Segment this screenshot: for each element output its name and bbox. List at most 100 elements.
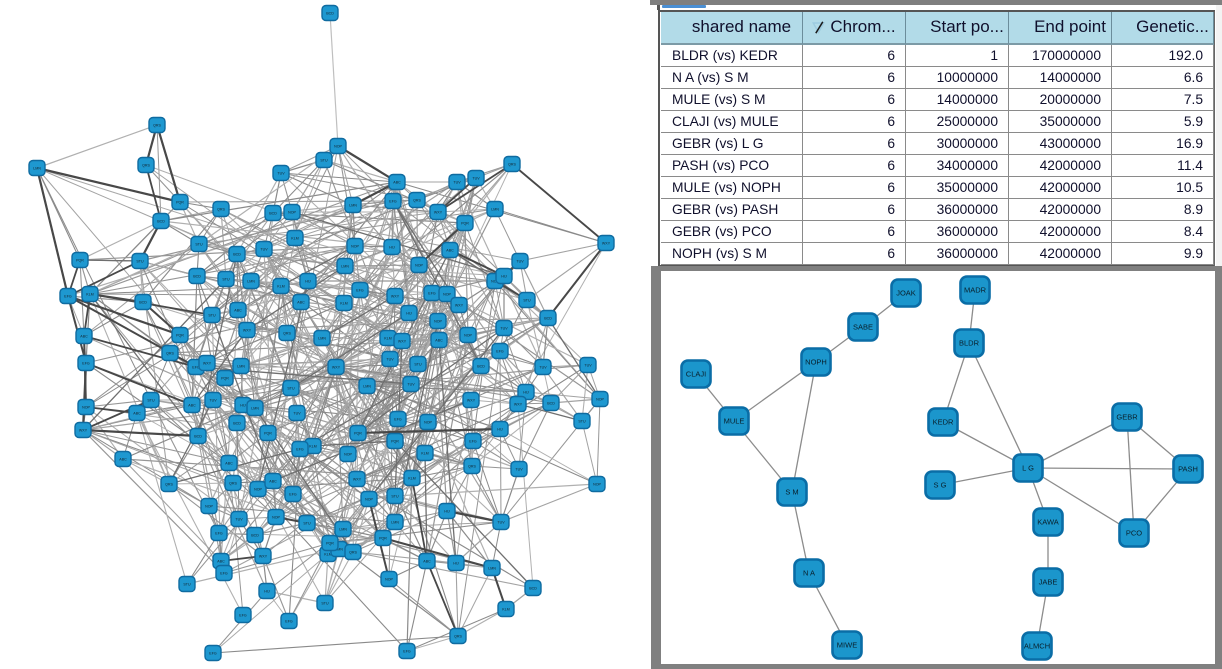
svg-text:NOP: NOP	[491, 279, 499, 283]
svg-text:TUV: TUV	[235, 517, 243, 521]
svg-text:HIJ: HIJ	[264, 589, 270, 593]
svg-text:TUV: TUV	[209, 398, 217, 402]
svg-text:NOP: NOP	[385, 577, 393, 581]
svg-text:KLM: KLM	[324, 552, 331, 556]
svg-text:TUV: TUV	[260, 247, 268, 251]
svg-text:LMN: LMN	[341, 264, 349, 268]
svg-text:TUV: TUV	[516, 259, 524, 263]
svg-text:KLM: KLM	[384, 336, 391, 340]
svg-text:KLM: KLM	[309, 444, 316, 448]
svg-text:EFG: EFG	[394, 417, 402, 421]
svg-text:NOP: NOP	[272, 515, 280, 519]
svg-text:STU: STU	[320, 158, 328, 162]
svg-text:NOP: NOP	[351, 244, 359, 248]
svg-text:EFG: EFG	[215, 531, 223, 535]
svg-text:ABC: ABC	[446, 248, 454, 252]
svg-text:LMN: LMN	[237, 364, 245, 368]
svg-text:TUV: TUV	[539, 365, 547, 369]
svg-text:PQR: PQR	[326, 541, 334, 545]
svg-text:EFG: EFG	[389, 199, 397, 203]
svg-text:EFG: EFG	[469, 439, 477, 443]
svg-text:QRS: QRS	[153, 123, 161, 127]
svg-text:EFG: EFG	[296, 447, 304, 451]
svg-text:PQR: PQR	[76, 258, 84, 262]
svg-text:PQR: PQR	[379, 536, 387, 540]
svg-text:NOP: NOP	[365, 497, 373, 501]
svg-text:LMN: LMN	[247, 279, 255, 283]
svg-text:BCD: BCD	[139, 300, 147, 304]
svg-text:STU: STU	[147, 398, 155, 402]
svg-text:LMN: LMN	[391, 520, 399, 524]
svg-text:STU: STU	[287, 386, 295, 390]
svg-text:BCD: BCD	[233, 421, 241, 425]
svg-text:TUV: TUV	[453, 180, 461, 184]
svg-text:WXY: WXY	[434, 210, 443, 214]
svg-text:BCD: BCD	[157, 219, 165, 223]
svg-text:QRS: QRS	[217, 207, 225, 211]
svg-text:QRS: QRS	[413, 198, 421, 202]
svg-text:HIJ: HIJ	[305, 279, 311, 283]
svg-text:ABC: ABC	[423, 559, 431, 563]
svg-text:ABC: ABC	[435, 338, 443, 342]
svg-text:EFG: EFG	[428, 291, 436, 295]
svg-text:EFG: EFG	[285, 619, 293, 623]
svg-text:HIJ: HIJ	[406, 311, 412, 315]
svg-text:TUV: TUV	[515, 467, 523, 471]
svg-text:ABC: ABC	[133, 411, 141, 415]
svg-text:WXY: WXY	[455, 303, 464, 307]
svg-text:LMN: LMN	[491, 207, 499, 211]
svg-text:WXY: WXY	[514, 402, 523, 406]
svg-text:HIJ: HIJ	[240, 403, 246, 407]
svg-text:NOP: NOP	[82, 405, 90, 409]
svg-text:BCD: BCD	[194, 434, 202, 438]
svg-text:KLM: KLM	[421, 451, 428, 455]
svg-text:EFG: EFG	[82, 361, 90, 365]
svg-text:LMN: LMN	[349, 203, 357, 207]
svg-text:TUV: TUV	[472, 176, 480, 180]
svg-text:BCD: BCD	[547, 401, 555, 405]
svg-text:BCD: BCD	[251, 533, 259, 537]
svg-text:LMN: LMN	[339, 527, 347, 531]
svg-text:TUV: TUV	[277, 171, 285, 175]
svg-text:ABC: ABC	[188, 403, 196, 407]
svg-text:HIJ: HIJ	[501, 274, 507, 278]
svg-text:TUV: TUV	[497, 520, 505, 524]
svg-text:STU: STU	[183, 582, 191, 586]
svg-text:EFG: EFG	[64, 294, 72, 298]
svg-text:STU: STU	[321, 601, 329, 605]
svg-text:EFG: EFG	[403, 649, 411, 653]
svg-text:BCD: BCD	[544, 316, 552, 320]
svg-text:KLM: KLM	[408, 476, 415, 480]
svg-text:LMN: LMN	[33, 166, 41, 170]
svg-text:BCD: BCD	[269, 211, 277, 215]
svg-text:ABC: ABC	[119, 457, 127, 461]
svg-text:LMN: LMN	[318, 336, 326, 340]
svg-text:TUV: TUV	[584, 363, 592, 367]
svg-text:WXY: WXY	[259, 554, 268, 558]
svg-text:TUV: TUV	[293, 411, 301, 415]
svg-text:KLM: KLM	[291, 236, 298, 240]
svg-text:QRS: QRS	[165, 482, 173, 486]
svg-text:KLM: KLM	[340, 301, 347, 305]
svg-text:ABC: ABC	[234, 308, 242, 312]
svg-text:NOP: NOP	[288, 210, 296, 214]
svg-text:PQR: PQR	[221, 376, 229, 380]
svg-text:STU: STU	[208, 313, 216, 317]
svg-text:LMN: LMN	[363, 384, 371, 388]
svg-text:KLM: KLM	[86, 292, 93, 296]
svg-text:NOP: NOP	[205, 504, 213, 508]
svg-text:ABC: ABC	[80, 334, 88, 338]
svg-text:QRS: QRS	[142, 163, 150, 167]
svg-text:HIJ: HIJ	[523, 390, 529, 394]
svg-text:QRS: QRS	[283, 331, 291, 335]
svg-text:BCD: BCD	[326, 11, 334, 15]
svg-text:WXY: WXY	[243, 328, 252, 332]
svg-text:BCD: BCD	[233, 252, 241, 256]
svg-text:STU: STU	[414, 362, 422, 366]
svg-text:PQR: PQR	[391, 439, 399, 443]
svg-text:QRS: QRS	[349, 550, 357, 554]
svg-text:STU: STU	[222, 277, 230, 281]
svg-text:EFG: EFG	[209, 651, 217, 655]
svg-text:HIJ: HIJ	[444, 509, 450, 513]
svg-text:BCD: BCD	[529, 586, 537, 590]
